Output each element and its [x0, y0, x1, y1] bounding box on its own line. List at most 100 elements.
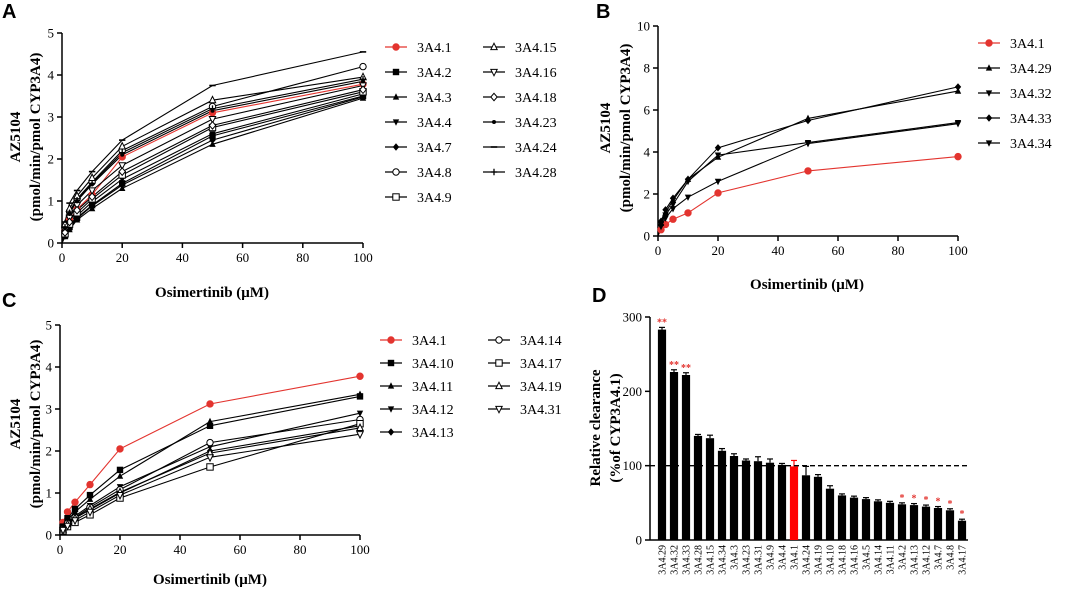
panel-c-x-tick-label: 100 — [350, 542, 370, 557]
panel-b-series-line-3a4-34 — [657, 122, 959, 237]
panel-a-point-3a4-28 — [66, 209, 73, 216]
panel-c-y-tick-label: 4 — [46, 360, 53, 375]
panel-a-x-tick-label: 0 — [59, 250, 66, 265]
legend-marker-3a4-19 — [494, 381, 504, 390]
category-label-3a4-29: 3A4.29 — [658, 545, 669, 575]
legend-marker-3a4-32 — [985, 90, 993, 97]
significance-3a4-32: ** — [669, 360, 679, 371]
panel-c-point-3a4-11 — [356, 390, 364, 397]
panel-c-point-3a4-31 — [205, 454, 215, 463]
panel-c-point-3a4-11 — [116, 472, 124, 479]
panel-a-x-tick-label: 20 — [116, 250, 129, 265]
category-label-3a4-7: 3A4.7 — [934, 545, 945, 570]
panel-c-y-tick-label: 5 — [46, 318, 53, 333]
legend-marker-3a4-18 — [490, 92, 498, 102]
significance-3a4-8: * — [948, 499, 953, 510]
panel-b-point-3a4-1 — [804, 167, 812, 175]
panel-c-point-3a4-31 — [85, 508, 95, 517]
bar-3a4-7 — [933, 508, 943, 540]
panel-b-y-tick-label: 10 — [637, 19, 650, 34]
legend-marker-3a4-9 — [392, 193, 400, 201]
significance-3a4-17: * — [960, 509, 965, 520]
panel-b-point-3a4-32 — [714, 178, 722, 186]
legend-label-3a4-1: 3A4.1 — [412, 334, 447, 349]
panel-b-point-3a4-33 — [714, 144, 722, 152]
panel-b-point-3a4-32 — [669, 206, 677, 213]
category-label-3a4-1: 3A4.1 — [790, 545, 801, 570]
category-label-3a4-19: 3A4.19 — [814, 545, 825, 575]
legend-label-3a4-18: 3A4.18 — [515, 91, 557, 106]
chart-panel-d: Relative clearance (%of CYP3A4.1) 0 100 20… — [588, 310, 969, 575]
category-label-3a4-23: 3A4.23 — [742, 545, 753, 575]
panel-a-x-tick-label: 80 — [296, 250, 309, 265]
bar-3a4-9 — [765, 462, 775, 540]
panel-c-point-3a4-11 — [86, 495, 94, 502]
bar-3a4-23 — [741, 460, 751, 540]
panel-a-point-3a4-28 — [61, 223, 69, 231]
bar-3a4-18 — [837, 495, 847, 540]
panel-a-point-3a4-15 — [208, 95, 217, 104]
bar-3a4-10 — [825, 488, 835, 540]
panel-label-c: C — [2, 290, 16, 312]
panel-c-point-3a4-10 — [206, 422, 214, 429]
panel-c-x-tick-label: 80 — [294, 542, 307, 557]
category-label-3a4-2: 3A4.2 — [898, 545, 909, 570]
panel-a-point-3a4-7 — [209, 136, 216, 144]
panel-b-ylabel-line2: (pmol/min/pmol CYP3A4) — [618, 44, 634, 213]
category-label-3a4-12: 3A4.12 — [922, 545, 933, 575]
legend-marker-3a4-7 — [392, 143, 400, 151]
panel-c-point-3a4-31 — [70, 517, 80, 526]
panel-c-y-tick-label: 3 — [46, 402, 53, 417]
significance-3a4-33: ** — [681, 363, 691, 374]
panel-a-x-tick-label: 100 — [353, 250, 373, 265]
panel-c-point-3a4-1 — [206, 400, 214, 408]
chart-panel-a: AZ5104 (pmol/min/pmol CYP3A4) Osimertini… — [8, 26, 557, 302]
panel-b-x-tick-label: 100 — [948, 243, 968, 258]
legend-marker-3a4-2 — [392, 68, 400, 76]
panel-a-point-3a4-28 — [359, 76, 367, 83]
panel-c-point-3a4-1 — [86, 480, 94, 489]
bar-3a4-19 — [813, 476, 823, 540]
legend-label-3a4-34: 3A4.34 — [1010, 137, 1052, 152]
bar-3a4-14 — [873, 501, 883, 540]
legend-marker-3a4-1 — [985, 39, 993, 47]
panel-a-point-3a4-18 — [359, 85, 367, 95]
panel-label-d: D — [592, 285, 606, 307]
panel-c-point-3a4-31 — [355, 431, 365, 440]
legend-label-3a4-12: 3A4.12 — [412, 403, 454, 418]
panel-d-y-tick-label: 300 — [623, 310, 643, 325]
panel-a-point-3a4-18 — [73, 205, 81, 215]
bar-3a4-12 — [921, 506, 931, 540]
panel-c-series-line-3a4-12 — [59, 412, 361, 536]
bar-3a4-15 — [705, 438, 715, 540]
legend-marker-3a4-10 — [387, 359, 395, 367]
legend-label-3a4-33: 3A4.33 — [1010, 112, 1052, 127]
panel-a-point-3a4-4 — [209, 131, 216, 138]
panel-a-point-3a4-16 — [88, 187, 97, 196]
panel-c-point-3a4-17 — [206, 463, 214, 471]
category-label-3a4-32: 3A4.32 — [670, 545, 681, 575]
panel-b-point-3a4-34 — [662, 212, 669, 219]
panel-a-series-line-3a4-24 — [61, 51, 364, 244]
category-label-3a4-33: 3A4.33 — [682, 545, 693, 575]
category-label-3a4-3: 3A4.3 — [730, 545, 741, 570]
legend-marker-3a4-28 — [490, 168, 498, 176]
panel-a-y-tick-label: 1 — [48, 194, 55, 209]
legend-label-3a4-13: 3A4.13 — [412, 426, 454, 441]
legend-marker-3a4-34 — [985, 140, 993, 147]
panel-b-point-3a4-34 — [669, 201, 677, 209]
category-label-3a4-31: 3A4.31 — [754, 545, 765, 575]
panel-c-y-tick-label: 0 — [46, 528, 53, 543]
panel-a-point-3a4-7 — [73, 214, 81, 223]
panel-d-ylabel-line1: Relative clearance — [588, 369, 604, 486]
panel-b-series-line-3a4-33 — [657, 86, 959, 237]
legend-label-3a4-4: 3A4.4 — [417, 116, 452, 131]
panel-b-ylabel-line1: AZ5104 — [598, 102, 614, 153]
legend-marker-3a4-11 — [387, 382, 395, 389]
panel-b-point-3a4-34 — [804, 140, 812, 147]
legend-label-3a4-14: 3A4.14 — [520, 334, 562, 349]
bar-3a4-3 — [729, 456, 739, 540]
panel-a-y-tick-label: 0 — [48, 236, 55, 251]
legend-label-3a4-2: 3A4.2 — [417, 66, 452, 81]
panel-c-point-3a4-1 — [63, 508, 72, 516]
